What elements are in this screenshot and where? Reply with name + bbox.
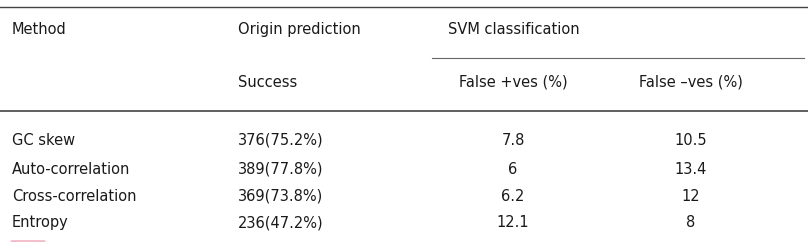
Text: 7.8: 7.8 — [502, 133, 524, 148]
Text: Auto-correlation: Auto-correlation — [12, 162, 131, 177]
Text: 236(47.2%): 236(47.2%) — [238, 215, 324, 230]
Text: 13.4: 13.4 — [675, 162, 707, 177]
Text: 369(73.8%): 369(73.8%) — [238, 189, 324, 204]
Text: Cross-correlation: Cross-correlation — [12, 189, 137, 204]
Text: False +ves (%): False +ves (%) — [459, 75, 567, 90]
Text: 12: 12 — [681, 189, 701, 204]
Text: Success: Success — [238, 75, 297, 90]
Text: Origin prediction: Origin prediction — [238, 22, 361, 37]
Text: 8: 8 — [686, 215, 696, 230]
Text: Method: Method — [12, 22, 67, 37]
Text: SVM classification: SVM classification — [448, 22, 580, 37]
Text: 389(77.8%): 389(77.8%) — [238, 162, 324, 177]
Text: 6: 6 — [508, 162, 518, 177]
Text: False –ves (%): False –ves (%) — [639, 75, 743, 90]
Text: GC skew: GC skew — [12, 133, 75, 148]
Text: 376(75.2%): 376(75.2%) — [238, 133, 324, 148]
Text: 10.5: 10.5 — [675, 133, 707, 148]
Text: 6.2: 6.2 — [502, 189, 524, 204]
Text: 12.1: 12.1 — [497, 215, 529, 230]
Text: Entropy: Entropy — [12, 215, 69, 230]
